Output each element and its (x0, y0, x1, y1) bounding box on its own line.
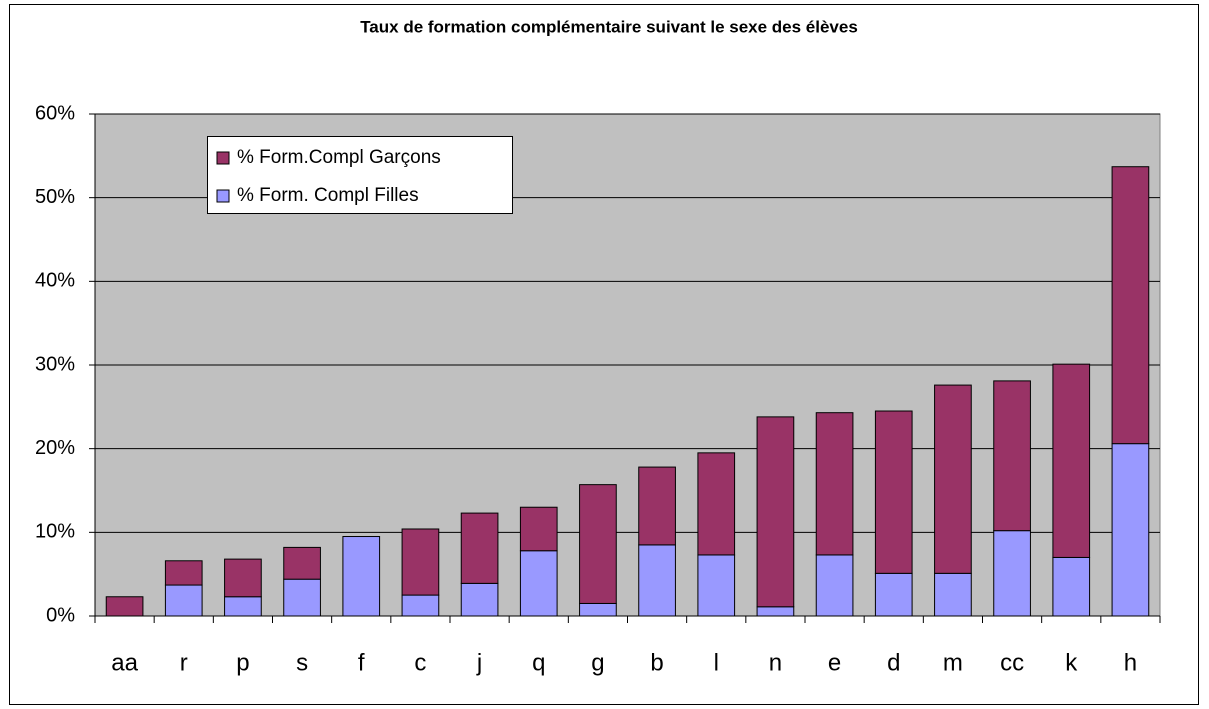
bar-segment (1111, 443, 1150, 617)
bar-segment (460, 512, 499, 584)
chart-title: Taux de formation complémentaire suivant… (360, 17, 858, 36)
bar-segment (579, 484, 617, 604)
x-tick-label: aa (111, 649, 138, 676)
x-tick-label: d (887, 649, 900, 676)
bar-segment (1111, 166, 1150, 445)
x-tick-label: e (828, 649, 841, 676)
bar-segment (934, 384, 972, 574)
legend: % Form.Compl Garçons % Form. Compl Filles (207, 136, 513, 214)
bar-segment (815, 412, 854, 556)
bar-segment (638, 544, 676, 617)
x-tick-label: c (414, 649, 426, 676)
bar-segment (519, 506, 558, 552)
x-tick-label: s (296, 649, 308, 676)
bar-segment (1052, 363, 1091, 558)
bar-segment (519, 550, 558, 617)
x-tick-label: m (943, 649, 963, 676)
bar-segment (224, 558, 262, 598)
bar-segment (105, 596, 144, 617)
x-tick-label: l (714, 649, 719, 676)
bar-segment (283, 578, 321, 617)
x-tick-label: cc (1000, 649, 1024, 676)
x-tick-label: g (591, 649, 604, 676)
x-tick-label: p (236, 649, 249, 676)
bar-segment (874, 410, 913, 574)
bar-segment (579, 602, 617, 617)
axes: 0% 10% 20% 30% 40% 50% 60% aa r p s f c j q g b l n e d m cc k h (35, 102, 1161, 676)
x-tick-label: n (769, 649, 782, 676)
bar-segment (164, 560, 203, 586)
bar-segment (283, 546, 321, 580)
y-tick-label: 10% (35, 521, 75, 543)
bar-segment (697, 452, 736, 556)
bar-segment (460, 582, 499, 617)
bar-segment (697, 554, 736, 617)
bar-segment (756, 606, 795, 617)
x-tick-label: j (476, 649, 482, 676)
legend-swatch (216, 151, 230, 165)
y-tick-label: 60% (35, 102, 75, 124)
y-tick-label: 50% (35, 186, 75, 208)
x-tick-label: r (180, 649, 188, 676)
x-tick-label: k (1065, 649, 1078, 676)
bar-segment (164, 584, 203, 617)
bar-segment (401, 594, 440, 617)
legend-box (207, 136, 513, 214)
bar-segment (815, 554, 854, 617)
legend-swatch (216, 189, 230, 203)
bar-segment (874, 572, 913, 617)
bars (105, 166, 1150, 617)
y-tick-label: 40% (35, 270, 75, 292)
bar-segment (224, 596, 262, 617)
y-tick-label: 0% (46, 604, 75, 626)
y-tick-label: 20% (35, 437, 75, 459)
y-tick-label: 30% (35, 353, 75, 375)
bar-segment (638, 466, 676, 546)
bar-segment (934, 572, 972, 617)
bar-segment (401, 528, 440, 596)
bar-segment (1052, 556, 1091, 617)
bar-segment (342, 536, 381, 617)
x-tick-label: q (532, 649, 545, 676)
x-tick-label: h (1124, 649, 1137, 676)
x-tick-label: b (650, 649, 663, 676)
bar-segment (993, 380, 1031, 532)
x-tick-label: f (358, 649, 365, 676)
bar-segment (993, 530, 1031, 617)
legend-label: % Form.Compl Garçons (237, 147, 441, 168)
bar-segment (756, 416, 795, 608)
legend-label: % Form. Compl Filles (237, 185, 419, 206)
